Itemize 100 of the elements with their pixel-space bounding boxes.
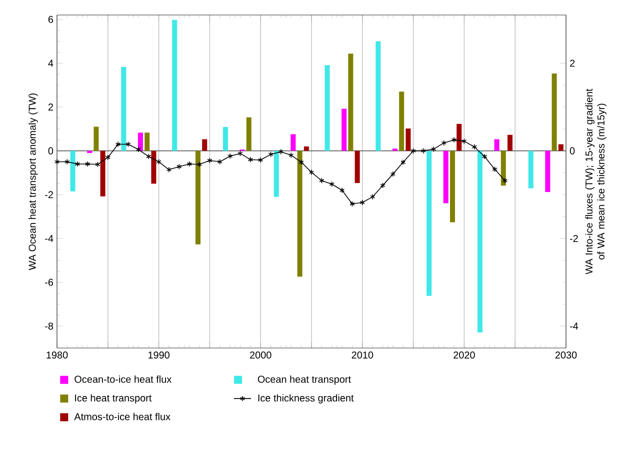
bar	[500, 150, 506, 186]
bar	[376, 41, 381, 151]
bar	[144, 132, 150, 151]
y2-tick-label: -2	[570, 234, 578, 242]
point	[492, 166, 498, 172]
x-tick-label: 2020	[454, 352, 475, 359]
point	[186, 161, 192, 167]
point	[400, 159, 406, 166]
bar	[87, 150, 92, 154]
point	[308, 169, 314, 176]
point	[116, 141, 121, 148]
y-axis-title: WA Ocean heat transport anomaly (TW)	[28, 93, 38, 270]
bar	[274, 150, 279, 197]
point	[207, 158, 212, 164]
point	[176, 164, 182, 170]
y-tick-label: 0	[48, 147, 54, 154]
point	[136, 146, 142, 152]
bar	[508, 134, 513, 151]
point	[482, 154, 488, 160]
bar	[70, 150, 76, 192]
bar	[222, 126, 228, 151]
point	[420, 148, 426, 154]
point	[146, 154, 152, 160]
point	[258, 157, 264, 163]
point	[410, 148, 416, 154]
point	[156, 158, 162, 165]
point	[268, 151, 274, 158]
point	[339, 187, 345, 194]
bar	[552, 74, 557, 151]
point	[217, 158, 222, 165]
legend-label: Ocean-to-ice heat flux	[74, 375, 172, 383]
bar	[151, 150, 156, 184]
bar	[202, 139, 208, 151]
point	[105, 154, 110, 160]
y-tick-label: -6	[45, 278, 54, 286]
point	[329, 181, 334, 188]
y2-tick-label: 2	[570, 60, 575, 67]
y2-axis-title: WA Into-ice fluxes (TW); 15-year gradient of WA mean ice thickness (m/15yr)	[585, 88, 606, 274]
bar	[545, 150, 550, 192]
x-tick-label: 2010	[352, 352, 374, 359]
point	[350, 200, 355, 207]
point	[288, 152, 294, 158]
point	[166, 166, 172, 173]
x-tick-label: 1980	[46, 352, 68, 359]
point	[380, 182, 386, 188]
point	[227, 153, 233, 159]
y-tick-label: 6	[48, 16, 54, 23]
bar	[121, 66, 126, 151]
point	[298, 159, 304, 166]
point	[248, 156, 253, 162]
bar	[477, 150, 482, 332]
bar	[443, 150, 448, 204]
bar	[195, 150, 200, 244]
bar	[558, 144, 564, 151]
y-tick-label: -8	[45, 322, 54, 330]
point	[360, 200, 365, 206]
bar	[342, 108, 347, 151]
point	[472, 144, 477, 150]
y-tick-label: 4	[48, 60, 54, 67]
point	[319, 178, 324, 184]
bar	[304, 146, 309, 151]
legend-label: Atmos-to-ice heat flux	[74, 412, 170, 420]
y-tick-label: -2	[45, 191, 53, 198]
point	[64, 158, 70, 165]
bar	[100, 150, 106, 196]
bar	[94, 126, 99, 151]
legend-label: Ocean heat transport	[258, 375, 351, 385]
bar	[494, 139, 500, 151]
point	[390, 171, 396, 177]
point	[462, 138, 467, 144]
point	[126, 141, 131, 148]
bar	[246, 117, 252, 151]
point	[238, 150, 243, 156]
legend-label: Ice heat transport	[75, 394, 152, 404]
point	[431, 146, 436, 152]
bar	[426, 150, 432, 296]
bar	[138, 132, 143, 151]
bar	[348, 54, 354, 151]
point	[370, 194, 376, 200]
bar	[528, 150, 534, 188]
bar	[297, 150, 302, 277]
bar	[324, 65, 330, 151]
point	[451, 136, 457, 143]
point	[441, 140, 446, 146]
y2-tick-label: -4	[570, 322, 578, 330]
point	[95, 162, 100, 168]
bar	[354, 150, 360, 184]
point	[278, 148, 284, 155]
y-tick-label: 2	[48, 104, 53, 110]
bar	[456, 124, 462, 151]
x-tick-label: 2000	[250, 352, 272, 359]
y2-tick-label: 0	[570, 147, 575, 154]
legend-label: Ice thickness gradient	[258, 394, 354, 404]
bar	[290, 134, 296, 151]
bar	[399, 92, 404, 151]
x-tick-label: 1990	[148, 352, 170, 359]
point	[196, 162, 202, 168]
x-tick-label: 2030	[555, 352, 577, 359]
point	[84, 161, 90, 167]
point	[74, 161, 80, 167]
